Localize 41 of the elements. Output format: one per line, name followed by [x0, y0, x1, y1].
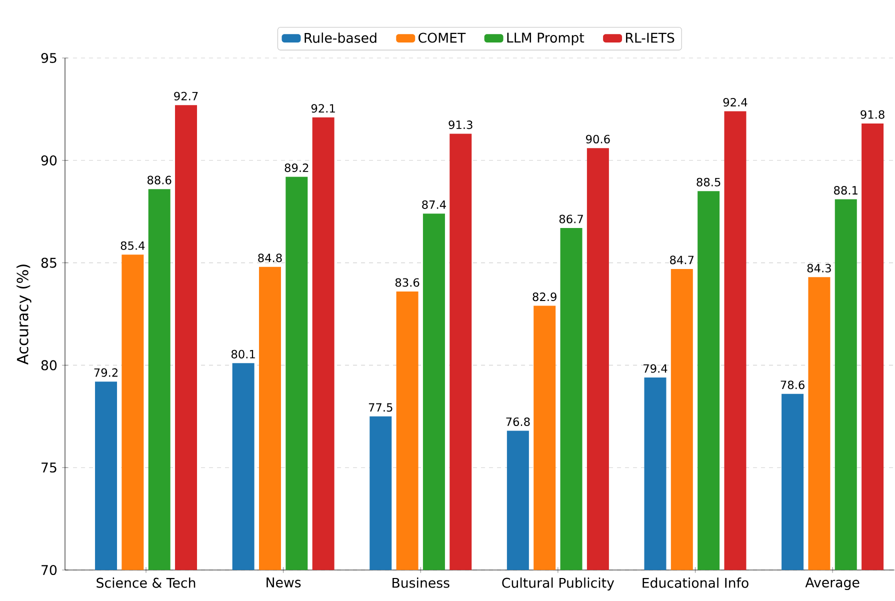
x-tick-label: Cultural Publicity [502, 578, 614, 590]
data-label: 77.5 [368, 403, 392, 412]
y-tick-label: 85 [41, 258, 56, 268]
data-label: 91.8 [860, 110, 884, 119]
data-label: 91.3 [448, 120, 472, 130]
x-tick-label: Science & Tech [96, 578, 196, 588]
x-tick-label: Average [805, 578, 860, 590]
y-axis-title: Accuracy (%) [16, 264, 32, 365]
data-label: 79.4 [644, 364, 668, 373]
data-label: 76.8 [506, 417, 530, 426]
legend-label: COMET [418, 32, 466, 43]
data-label: 89.2 [284, 164, 308, 172]
y-tick-label: 95 [41, 52, 56, 64]
data-label: 79.2 [94, 368, 118, 377]
data-label: 82.9 [532, 292, 556, 302]
data-label: 88.5 [696, 178, 720, 186]
data-label: 84.8 [258, 254, 282, 262]
data-label: 88.1 [834, 186, 858, 195]
data-label: 84.3 [807, 264, 831, 272]
data-label: 85.4 [120, 241, 145, 250]
data-label: 84.7 [670, 256, 694, 264]
data-label: 87.4 [422, 200, 446, 209]
data-label: 90.6 [586, 134, 610, 144]
data-label: 86.7 [559, 214, 583, 224]
legend-label: RL-IETS [626, 32, 674, 43]
data-label: 92.1 [311, 104, 335, 113]
legend-label: Rule-based [304, 32, 376, 43]
x-tick-label: Business [392, 578, 450, 588]
data-label: 83.6 [395, 278, 420, 287]
data-label: 78.6 [780, 380, 804, 390]
data-label: 92.7 [174, 92, 198, 100]
y-tick-label: 70 [42, 564, 57, 576]
y-tick-label: 75 [42, 462, 56, 473]
x-tick-label: News [266, 578, 301, 588]
data-label: 88.6 [148, 176, 172, 184]
y-tick-label: 80 [41, 360, 57, 370]
data-label: 80.1 [231, 350, 255, 358]
data-label: 92.4 [723, 98, 748, 107]
y-tick-label: 90 [41, 155, 57, 166]
legend-label: LLM Prompt [507, 32, 584, 46]
x-tick-label: Educational Info [642, 578, 748, 588]
